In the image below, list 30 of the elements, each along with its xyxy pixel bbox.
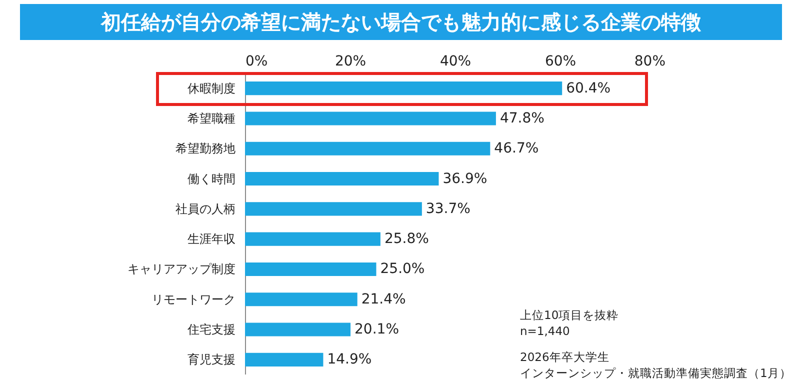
y-tick-label: 生涯年収	[188, 232, 236, 246]
data-label: 47.8%	[500, 110, 544, 126]
y-tick-label: 休暇制度	[188, 81, 236, 96]
x-tick-label: 0%	[246, 54, 268, 70]
data-label: 25.0%	[380, 261, 425, 278]
x-tick-label: 40%	[440, 54, 472, 70]
data-label: 25.8%	[384, 231, 429, 248]
data-label: 36.9%	[442, 170, 488, 187]
data-label: 21.4%	[361, 291, 406, 308]
y-tick-label: 住宅支援	[186, 322, 236, 337]
annotation: 上位10項目を抜粋	[520, 308, 619, 323]
annotation: インターンシップ・就職活動準備実態調査（1月）	[520, 366, 792, 381]
data-label: 20.1%	[354, 322, 400, 338]
x-tick-label: 80%	[634, 54, 666, 70]
y-tick-label: 希望職種	[188, 111, 236, 126]
annotation: 2026年卒大学生	[520, 350, 610, 365]
y-tick-label: 働く時間	[188, 172, 236, 186]
annotation: n=1,440	[520, 324, 570, 338]
data-label: 60.4%	[566, 80, 611, 96]
data-label: 33.7%	[426, 200, 470, 217]
x-tick-label: 20%	[334, 54, 366, 70]
y-tick-label: 希望勤務地	[176, 142, 236, 156]
data-label: 46.7%	[494, 140, 539, 157]
chart-title: 初任給が自分の希望に満たない場合でも魅力的に感じる企業の特徴	[20, 4, 782, 40]
x-tick-label: 60%	[544, 54, 576, 70]
y-tick-label: 社員の人柄	[176, 202, 236, 216]
y-tick-label: キャリアアップ制度	[128, 262, 236, 276]
y-tick-label: リモートワーク	[152, 292, 236, 306]
y-tick-label: 育児支援	[188, 352, 236, 367]
data-label: 14.9%	[327, 352, 372, 368]
